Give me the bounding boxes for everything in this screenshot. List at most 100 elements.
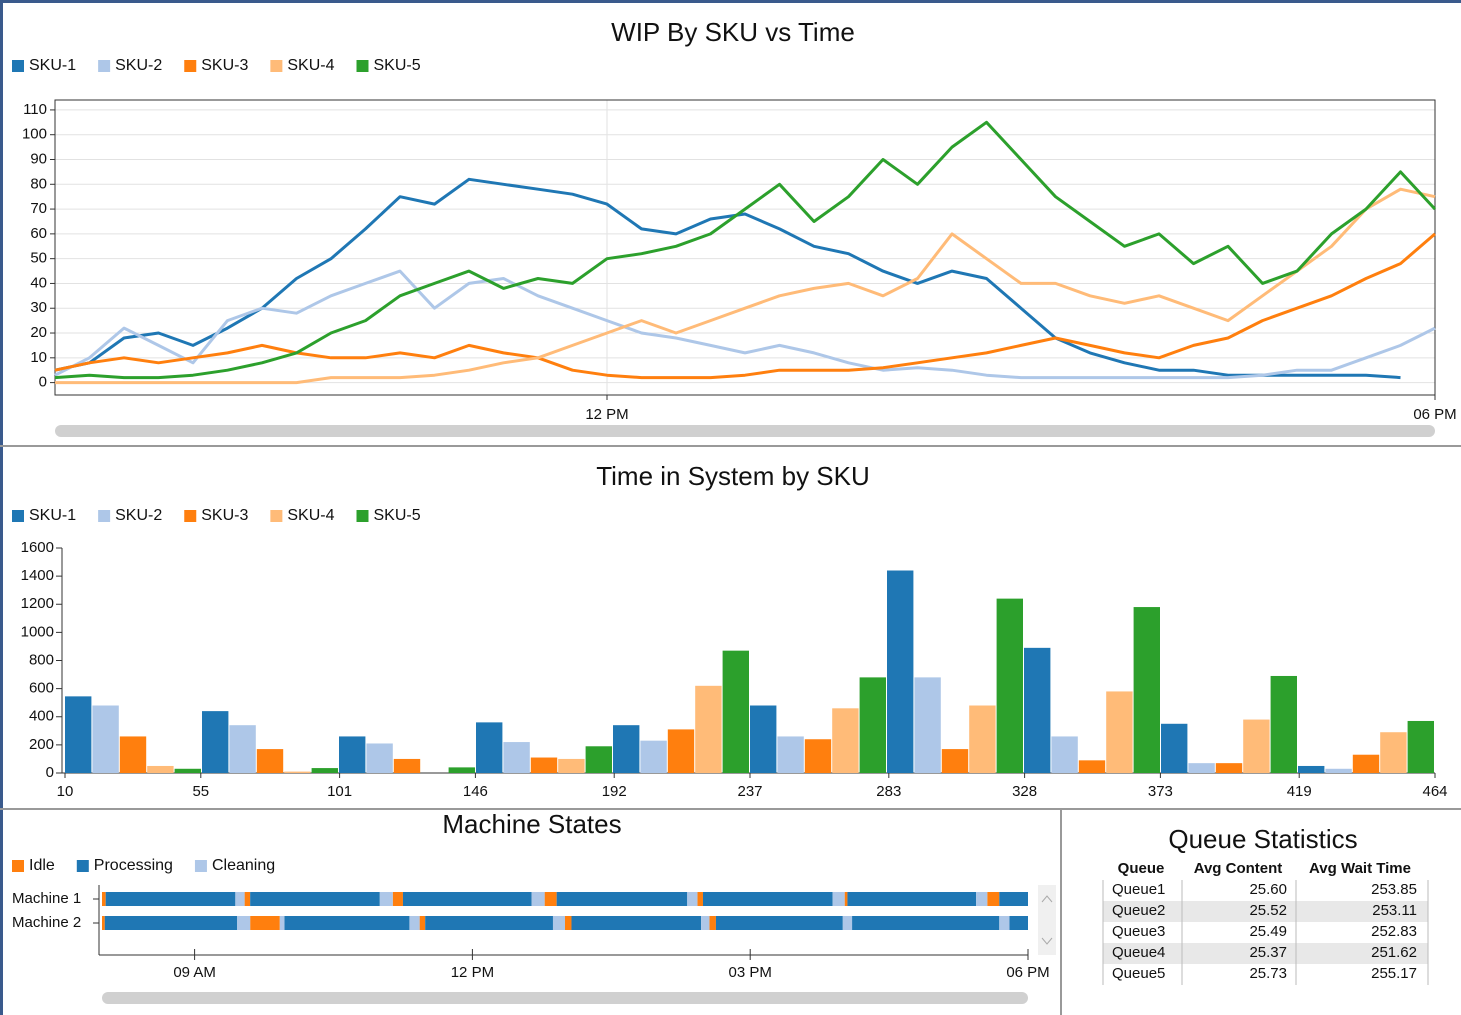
state-segment (379, 892, 393, 906)
bar (914, 677, 941, 773)
bar (503, 742, 530, 773)
y-tick-label: 10 (30, 349, 47, 366)
legend-swatch (12, 60, 24, 72)
legend-swatch (98, 60, 111, 72)
y-tick-label: 1600 (21, 539, 54, 556)
table-header: Queue (1118, 860, 1165, 877)
bar (585, 746, 612, 773)
legend-label: SKU-1 (29, 57, 76, 74)
row-label: Machine 1 (12, 890, 81, 907)
state-segment (999, 916, 1010, 930)
table-cell: 25.60 (1249, 881, 1287, 898)
bar (530, 757, 558, 773)
legend-label: Processing (94, 857, 173, 874)
bar (1024, 647, 1051, 773)
bar (92, 705, 119, 773)
bar (1270, 675, 1297, 773)
state-segment (235, 892, 245, 906)
state-segment (852, 916, 1000, 930)
x-tick-label: 10 (57, 783, 74, 800)
state-segment (847, 892, 977, 906)
bar (256, 749, 284, 773)
legend-swatch (184, 510, 197, 522)
chart-title: Time in System by SKU (596, 461, 870, 491)
series-line (54, 232, 1436, 380)
legend-swatch (270, 60, 283, 72)
bar (750, 705, 777, 773)
x-tick-label: 09 AM (173, 964, 216, 981)
table-cell: 25.49 (1249, 923, 1287, 940)
legend-label: SKU-3 (201, 507, 248, 524)
table-cell: 255.17 (1371, 965, 1417, 982)
y-tick-label: 110 (23, 101, 47, 118)
bar (1298, 765, 1325, 773)
y-tick-label: 70 (30, 200, 47, 217)
vertical-scrollbar[interactable] (1038, 885, 1056, 955)
bar (1188, 763, 1215, 773)
state-segment (697, 892, 703, 906)
state-segment (105, 892, 236, 906)
bar (969, 705, 996, 773)
state-segment (565, 916, 572, 930)
table-row-bg (1103, 943, 1428, 964)
state-segment (552, 916, 565, 930)
x-tick-label: 06 PM (1413, 406, 1456, 423)
chart-title: WIP By SKU vs Time (611, 17, 855, 47)
scrollbar[interactable] (102, 992, 1028, 1004)
legend-swatch (356, 510, 369, 522)
bar (777, 736, 804, 773)
y-tick-label: 600 (29, 680, 54, 697)
bar (941, 749, 969, 773)
x-tick-label: 464 (1422, 783, 1447, 800)
x-tick-label: 12 PM (585, 406, 628, 423)
legend-label: SKU-4 (287, 507, 334, 524)
scrollbar[interactable] (55, 425, 1435, 437)
state-segment (237, 916, 251, 930)
state-segment (409, 916, 420, 930)
state-segment (687, 892, 698, 906)
state-segment (715, 916, 843, 930)
state-segment (392, 892, 403, 906)
bar (448, 767, 475, 773)
state-segment (976, 892, 988, 906)
bar (667, 729, 695, 773)
state-segment (102, 916, 105, 930)
y-tick-label: 40 (30, 274, 47, 291)
y-tick-label: 1200 (21, 595, 54, 612)
bar (859, 677, 886, 773)
state-segment (102, 892, 106, 906)
bar (65, 696, 92, 773)
series-line (54, 269, 1436, 380)
x-tick-label: 12 PM (451, 964, 494, 981)
table-header: Avg Wait Time (1309, 860, 1411, 877)
legend-label: SKU-3 (201, 57, 248, 74)
x-tick-label: 146 (463, 783, 488, 800)
state-segment (250, 892, 380, 906)
y-tick-label: 60 (30, 225, 47, 242)
bar (1051, 736, 1078, 773)
state-segment (250, 916, 280, 930)
row-label: Machine 2 (12, 914, 81, 931)
bar (393, 758, 421, 773)
y-tick-label: 100 (22, 126, 47, 143)
table-cell: 251.62 (1371, 944, 1417, 961)
legend-swatch (76, 860, 89, 872)
state-segment (244, 892, 251, 906)
table-cell: Queue4 (1112, 944, 1165, 961)
legend-swatch (12, 510, 24, 522)
state-segment (556, 892, 688, 906)
x-tick-label: 101 (327, 783, 352, 800)
y-tick-label: 1400 (21, 567, 54, 584)
state-segment (544, 892, 557, 906)
state-segment (104, 916, 238, 930)
legend-swatch (356, 60, 369, 72)
table-cell: Queue5 (1112, 965, 1165, 982)
state-segment (701, 916, 710, 930)
bar (1380, 732, 1407, 773)
table-cell: Queue2 (1112, 902, 1165, 919)
state-segment (1009, 916, 1028, 930)
bar (640, 740, 667, 773)
bar (147, 765, 174, 773)
y-tick-label: 0 (39, 374, 47, 391)
bar (339, 736, 366, 773)
